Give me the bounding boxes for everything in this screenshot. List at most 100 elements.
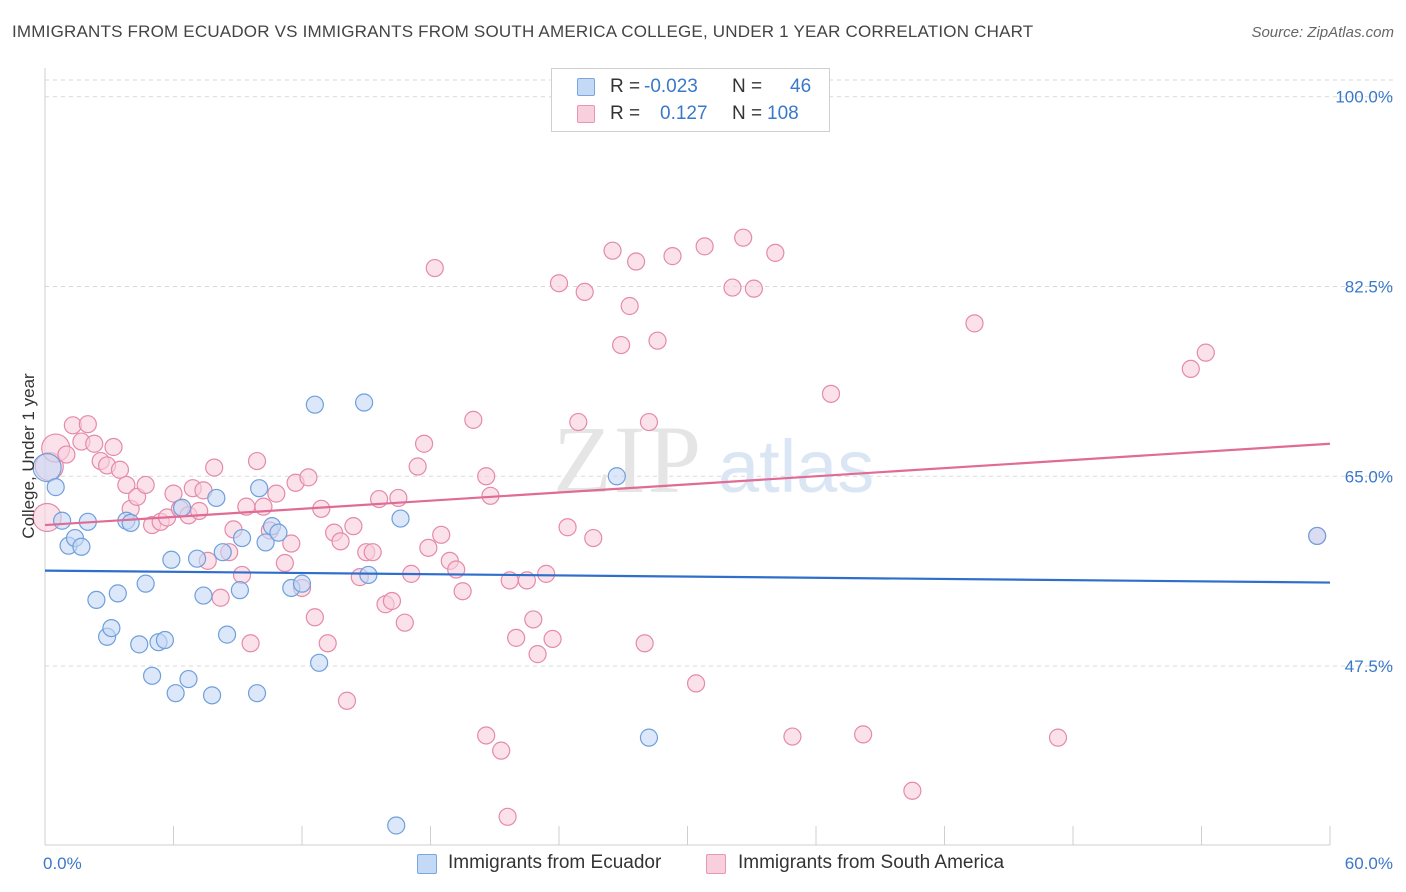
point-south-america bbox=[492, 741, 511, 760]
point-ecuador bbox=[202, 686, 222, 705]
point-ecuador bbox=[194, 586, 213, 605]
point-south-america bbox=[331, 532, 350, 551]
point-south-america bbox=[211, 588, 230, 607]
point-south-america bbox=[498, 807, 517, 826]
point-ecuador bbox=[217, 625, 237, 644]
trend-line-south-america bbox=[44, 442, 1331, 527]
chart-title: IMMIGRANTS FROM ECUADOR VS IMMIGRANTS FR… bbox=[12, 22, 1034, 41]
trend-lines bbox=[44, 442, 1331, 584]
point-south-america bbox=[318, 634, 337, 653]
point-south-america bbox=[1048, 728, 1068, 747]
point-south-america bbox=[282, 534, 301, 553]
point-south-america bbox=[247, 451, 267, 471]
point-south-america bbox=[723, 278, 742, 297]
point-south-america bbox=[821, 384, 841, 403]
point-south-america bbox=[136, 475, 155, 495]
point-south-america bbox=[395, 613, 414, 632]
point-ecuador bbox=[247, 684, 267, 703]
point-south-america bbox=[766, 243, 785, 262]
point-ecuador bbox=[639, 728, 659, 747]
point-ecuador bbox=[310, 653, 329, 672]
point-south-america bbox=[603, 241, 622, 260]
point-south-america bbox=[408, 457, 427, 476]
point-ecuador bbox=[130, 635, 149, 654]
point-south-america bbox=[117, 475, 136, 495]
point-south-america bbox=[267, 484, 286, 503]
point-ecuador bbox=[102, 618, 121, 638]
point-south-america bbox=[432, 525, 451, 544]
point-south-america bbox=[528, 645, 547, 664]
correlation-legend: R = -0.023 N = 46 R = 0.127 N = 108 bbox=[551, 68, 830, 132]
point-south-america bbox=[453, 582, 472, 601]
point-ecuador bbox=[136, 574, 155, 593]
y-tick-label: 100.0% bbox=[1335, 88, 1393, 107]
point-south-america bbox=[477, 467, 496, 486]
legend-r-label: R = bbox=[610, 76, 641, 97]
point-south-america bbox=[639, 412, 659, 432]
point-ecuador bbox=[142, 666, 162, 685]
point-ecuador bbox=[187, 549, 207, 568]
y-tick-label: 65.0% bbox=[1345, 467, 1393, 486]
point-south-america bbox=[854, 725, 873, 744]
point-ecuador bbox=[269, 523, 288, 542]
point-south-america bbox=[965, 314, 984, 333]
point-ecuador bbox=[607, 467, 626, 486]
point-south-america bbox=[205, 458, 224, 477]
point-south-america bbox=[612, 335, 631, 355]
point-ecuador bbox=[121, 513, 140, 533]
point-south-america bbox=[558, 518, 577, 537]
point-south-america bbox=[57, 445, 76, 464]
point-south-america bbox=[337, 691, 357, 710]
point-ecuador bbox=[155, 630, 175, 650]
point-ecuador bbox=[53, 511, 72, 530]
point-south-america bbox=[783, 727, 802, 746]
point-south-america bbox=[507, 628, 526, 647]
point-south-america bbox=[425, 258, 444, 278]
legend-r-value-ecuador: -0.023 bbox=[644, 76, 698, 97]
point-south-america bbox=[241, 634, 260, 653]
point-south-america bbox=[363, 543, 382, 562]
point-ecuador bbox=[387, 816, 406, 835]
legend-row-ecuador: R = -0.023 N = 46 bbox=[552, 74, 829, 100]
point-ecuador bbox=[213, 543, 232, 562]
y-axis-label: College, Under 1 year bbox=[19, 373, 38, 539]
point-south-america bbox=[190, 501, 209, 521]
point-ecuador bbox=[179, 669, 198, 689]
point-ecuador bbox=[87, 590, 106, 610]
legend-row-south-america: R = 0.127 N = 108 bbox=[552, 101, 829, 127]
point-south-america bbox=[1181, 359, 1200, 379]
legend-swatch-ecuador bbox=[577, 78, 595, 96]
point-south-america bbox=[648, 331, 667, 350]
point-south-america bbox=[686, 674, 706, 693]
point-south-america bbox=[626, 252, 646, 271]
point-ecuador bbox=[232, 528, 252, 548]
point-ecuador bbox=[359, 565, 378, 585]
axis-labels: 47.5% 65.0% 82.5% 100.0% 0.0% 60.0% College, U… bbox=[19, 88, 1393, 873]
point-ecuador bbox=[1308, 526, 1327, 546]
legend-n-label: N = bbox=[732, 103, 763, 124]
x-tick-label: 0.0% bbox=[43, 854, 82, 873]
point-south-america bbox=[299, 468, 318, 487]
point-ecuador bbox=[207, 488, 226, 508]
point-ecuador bbox=[172, 498, 192, 517]
y-tick-label: 82.5% bbox=[1345, 277, 1393, 296]
point-south-america bbox=[414, 434, 434, 453]
point-south-america bbox=[1196, 343, 1215, 362]
point-south-america bbox=[635, 634, 654, 653]
bottom-legend-label-ecuador: Immigrants from Ecuador bbox=[448, 852, 662, 873]
point-south-america bbox=[524, 610, 543, 629]
point-south-america bbox=[232, 565, 252, 585]
x-tick-label: 60.0% bbox=[1345, 854, 1393, 873]
point-south-america bbox=[305, 608, 324, 627]
legend-n-label: N = bbox=[732, 76, 763, 97]
point-south-america bbox=[663, 247, 682, 266]
legend-n-value-south-america: 108 bbox=[767, 103, 799, 124]
point-ecuador bbox=[46, 478, 65, 497]
point-ecuador bbox=[166, 684, 185, 703]
point-ecuador bbox=[355, 393, 374, 412]
point-south-america bbox=[620, 296, 639, 316]
point-south-america bbox=[744, 279, 763, 298]
point-south-america bbox=[569, 412, 588, 432]
point-ecuador bbox=[305, 395, 324, 414]
